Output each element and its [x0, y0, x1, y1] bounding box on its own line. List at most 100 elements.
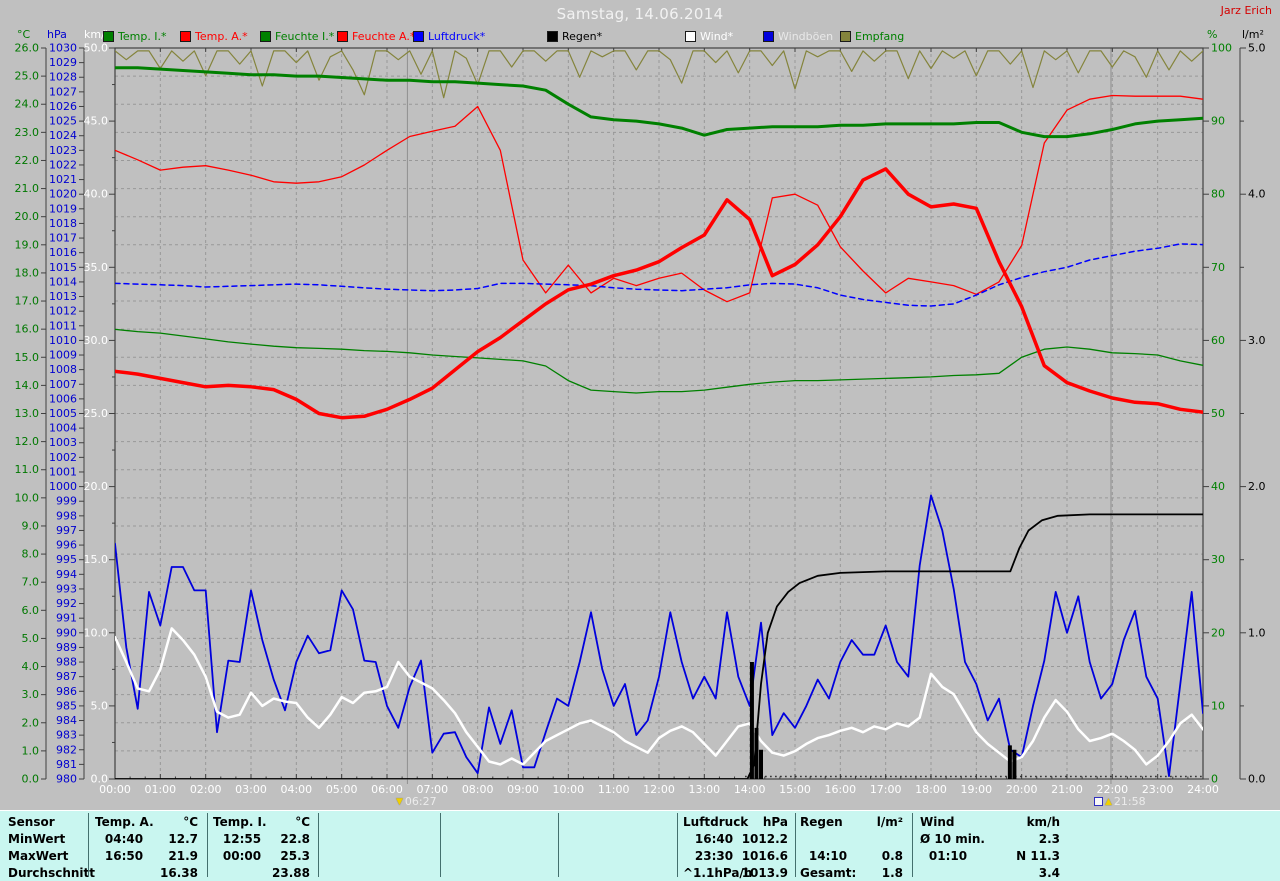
- axis-label-hpa: 1013: [49, 290, 77, 303]
- table-row-label: MinWert: [8, 832, 66, 846]
- legend-swatch-icon: [180, 31, 191, 42]
- axis-label-celsius: 2.0: [22, 716, 40, 729]
- legend-swatch-icon: [260, 31, 271, 42]
- legend-swatch-icon: [337, 31, 348, 42]
- table-cell-time: 04:40: [104, 832, 144, 846]
- table-col-unit: hPa: [762, 815, 788, 829]
- axis-label-hour: 16:00: [824, 783, 856, 796]
- legend-item-label: Empfang: [855, 30, 905, 43]
- legend-item-tempa[interactable]: Temp. A.*: [180, 30, 248, 43]
- axis-label-percent: 50: [1211, 407, 1225, 420]
- axis-label-hpa: 980: [56, 773, 77, 786]
- table-divider: [795, 813, 796, 877]
- axis-label-hpa: 984: [56, 714, 77, 727]
- axis-label-liter: 5.0: [1248, 42, 1266, 55]
- axis-label-hpa: 993: [56, 582, 77, 595]
- axis-label-hour: 13:00: [688, 783, 720, 796]
- axis-label-celsius: 6.0: [22, 604, 40, 617]
- table-cell-time: 14:10: [808, 849, 848, 863]
- axis-label-kmh: 45.0: [84, 115, 109, 128]
- axis-label-hpa: 987: [56, 670, 77, 683]
- axis-label-celsius: 9.0: [22, 519, 40, 532]
- axis-label-hour: 11:00: [598, 783, 630, 796]
- table-cell-value: 16.38: [160, 866, 198, 880]
- axis-label-hour: 04:00: [280, 783, 312, 796]
- sunset-arrow-icon: ▲: [1105, 796, 1112, 807]
- table-cell-value: 1.8: [881, 866, 903, 880]
- legend-item-feuchtea[interactable]: Feuchte A.*: [337, 30, 415, 43]
- legend-item-windben[interactable]: Windböen: [763, 30, 833, 43]
- axis-label-hpa: 1020: [49, 188, 77, 201]
- table-divider: [558, 813, 559, 877]
- axis-label-celsius: 19.0: [15, 238, 40, 251]
- axis-label-hpa: 1002: [49, 451, 77, 464]
- axis-label-hpa: 1022: [49, 158, 77, 171]
- axis-label-kmh: 50.0: [84, 42, 109, 55]
- legend-item-regen[interactable]: Regen*: [547, 30, 602, 43]
- legend-item-wind[interactable]: Wind*: [685, 30, 733, 43]
- table-divider: [912, 813, 913, 877]
- axis-label-hour: 07:00: [416, 783, 448, 796]
- axis-label-celsius: 22.0: [15, 154, 40, 167]
- legend-item-feuchtei[interactable]: Feuchte I.*: [260, 30, 334, 43]
- legend-item-tempi[interactable]: Temp. I.*: [103, 30, 167, 43]
- axis-label-hpa: 1028: [49, 71, 77, 84]
- series-empfang: [115, 50, 1203, 99]
- axis-label-hpa: 1007: [49, 378, 77, 391]
- axis-label-hpa: 1006: [49, 392, 77, 405]
- table-divider: [677, 813, 678, 877]
- axis-label-liter: 1.0: [1248, 626, 1266, 639]
- axis-label-celsius: 25.0: [15, 70, 40, 83]
- axis-label-celsius: 15.0: [15, 351, 40, 364]
- axis-label-celsius: 18.0: [15, 266, 40, 279]
- table-col-unit: °C: [295, 815, 310, 829]
- series-regen_summe: [115, 513, 1203, 779]
- legend-item-label: Regen*: [562, 30, 603, 43]
- axis-label-hpa: 994: [56, 568, 77, 581]
- axis-label-celsius: 10.0: [15, 491, 40, 504]
- axis-label-percent: 80: [1211, 188, 1225, 201]
- unit-label-percent: %: [1207, 28, 1218, 41]
- axis-label-percent: 10: [1211, 699, 1225, 712]
- axis-label-hpa: 1004: [49, 422, 77, 435]
- axis-label-hpa: 1027: [49, 85, 77, 98]
- legend-item-label: Feuchte A.*: [352, 30, 416, 43]
- axis-label-percent: 90: [1211, 115, 1225, 128]
- axis-label-hpa: 985: [56, 699, 77, 712]
- table-col-header: Temp. A.: [95, 815, 154, 829]
- axis-label-liter: 4.0: [1248, 188, 1266, 201]
- axis-label-celsius: 24.0: [15, 98, 40, 111]
- axis-label-hour: 21:00: [1051, 783, 1083, 796]
- axis-label-hpa: 1000: [49, 480, 77, 493]
- axis-label-celsius: 3.0: [22, 688, 40, 701]
- legend-item-empfang[interactable]: Empfang: [840, 30, 904, 43]
- axis-label-kmh: 15.0: [84, 553, 109, 566]
- axis-label-percent: 100: [1211, 42, 1232, 55]
- axis-label-hour: 12:00: [643, 783, 675, 796]
- owner-name: Jarz Erich: [1220, 4, 1272, 17]
- axis-label-hpa: 986: [56, 685, 77, 698]
- sunset-icon: [1094, 797, 1103, 806]
- table-divider: [318, 813, 319, 877]
- axis-label-celsius: 12.0: [15, 435, 40, 448]
- axis-label-hour: 15:00: [779, 783, 811, 796]
- chart-plot[interactable]: 26.0 25.0 24.0 23.0 22.0 21.0 20.0 19.0 18.0 17.0…: [0, 0, 1280, 812]
- axis-label-kmh: 5.0: [91, 699, 109, 712]
- axis-label-percent: 0: [1211, 773, 1218, 786]
- series-feuchte_a: [115, 94, 1203, 303]
- legend-item-label: Windböen: [778, 30, 834, 43]
- axis-label-hpa: 1029: [49, 56, 77, 69]
- table-cell-value: 1013.9: [741, 866, 788, 880]
- axis-label-percent: 40: [1211, 480, 1225, 493]
- axis-label-hpa: 995: [56, 553, 77, 566]
- table-cell-time: 16:40: [694, 832, 734, 846]
- axis-label-hour: 06:00: [371, 783, 403, 796]
- axis-label-hpa: 1008: [49, 363, 77, 376]
- legend-item-luftdruck[interactable]: Luftdruck*: [413, 30, 485, 43]
- axis-label-hour: 05:00: [326, 783, 358, 796]
- unit-label-hpa: hPa: [47, 28, 67, 41]
- axis-label-hpa: 991: [56, 612, 77, 625]
- legend-swatch-icon: [413, 31, 424, 42]
- table-row-label: Sensor: [8, 815, 55, 829]
- axis-label-kmh: 40.0: [84, 188, 109, 201]
